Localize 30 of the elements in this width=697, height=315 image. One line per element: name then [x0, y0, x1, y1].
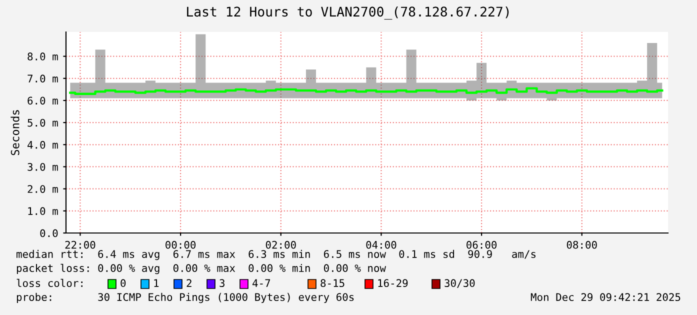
- text: Mon Dec 29 09:42:21 2025: [530, 293, 680, 302]
- chart-title: Last 12 Hours to VLAN2700_(78.128.67.227): [187, 6, 509, 20]
- text: probe: 30 ICMP Echo Pings (1000 Bytes) every 60s: [16, 292, 354, 304]
- y-tick-label: 5.0 m: [28, 118, 58, 127]
- y-tick-label: 7.0 m: [28, 74, 58, 83]
- text: 3: [220, 279, 224, 288]
- text: 4-7: [252, 279, 270, 287]
- text: 2: [186, 279, 192, 287]
- y-tick-label: 1.0 m: [28, 207, 58, 216]
- x-tick-label: 02:00: [266, 240, 296, 249]
- x-tick-label: 06:00: [466, 240, 497, 249]
- x-tick-label: 00:00: [166, 240, 196, 249]
- text: 0: [120, 279, 126, 288]
- y-tick-label: 0.0: [40, 229, 58, 238]
- text: median rtt: 6.4 ms avg 6.7 ms max 6.3 ms min 6.5 ms now 0.1 ms sd 90.9 am/s: [16, 250, 536, 260]
- text: 1: [154, 279, 159, 287]
- x-tick-label: 22:00: [65, 240, 96, 249]
- y-tick-label: 8.0 m: [28, 52, 58, 60]
- text: 30/30: [444, 279, 475, 288]
- y-tick-label: 6.0 m: [28, 96, 58, 105]
- x-tick-label: 04:00: [366, 240, 396, 249]
- y-tick-label: 4.0 m: [28, 140, 58, 149]
- text: loss color:: [16, 278, 82, 288]
- x-tick-label: 08:00: [566, 240, 597, 249]
- y-tick-label: 3.0 m: [28, 162, 58, 171]
- text: packet loss: 0.00 % avg 0.00 % max 0.00 % min 0.00 % now: [16, 264, 386, 274]
- text: 8-15: [320, 279, 344, 288]
- text: 16-29: [378, 279, 408, 288]
- y-tick-label: 2.0 m: [28, 185, 58, 193]
- y-axis-title: Seconds: [10, 110, 20, 156]
